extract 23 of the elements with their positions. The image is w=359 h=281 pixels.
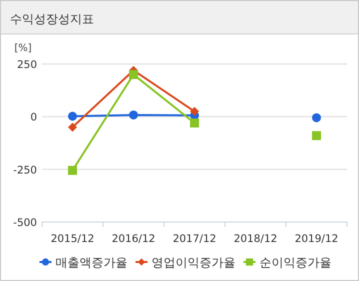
point	[190, 118, 199, 128]
legend-label: 매출액증가율	[56, 256, 128, 270]
point	[129, 110, 138, 120]
point	[312, 113, 321, 122]
point	[190, 106, 199, 116]
point	[68, 122, 77, 132]
legend-label: 영업이익증가율	[152, 256, 236, 270]
y-tick-label: -500	[13, 217, 37, 229]
y-tick-label: 0	[30, 112, 37, 124]
x-tick-label: 2019/12	[294, 233, 338, 245]
point	[68, 112, 77, 121]
x-tick-label: 2018/12	[234, 233, 278, 245]
point	[129, 70, 138, 80]
y-axis-title: [%]	[14, 43, 32, 54]
y-tick-label: 250	[16, 59, 37, 71]
point	[312, 131, 321, 140]
x-tick-label: 2015/12	[50, 233, 94, 245]
point	[68, 166, 77, 175]
x-tick-label: 2016/12	[112, 233, 156, 245]
x-tick-label: 2017/12	[172, 233, 216, 245]
legend-label: 순이익증가율	[260, 256, 332, 270]
chart-title: 수익성장성지표	[10, 12, 94, 26]
y-tick-label: -250	[13, 164, 37, 176]
